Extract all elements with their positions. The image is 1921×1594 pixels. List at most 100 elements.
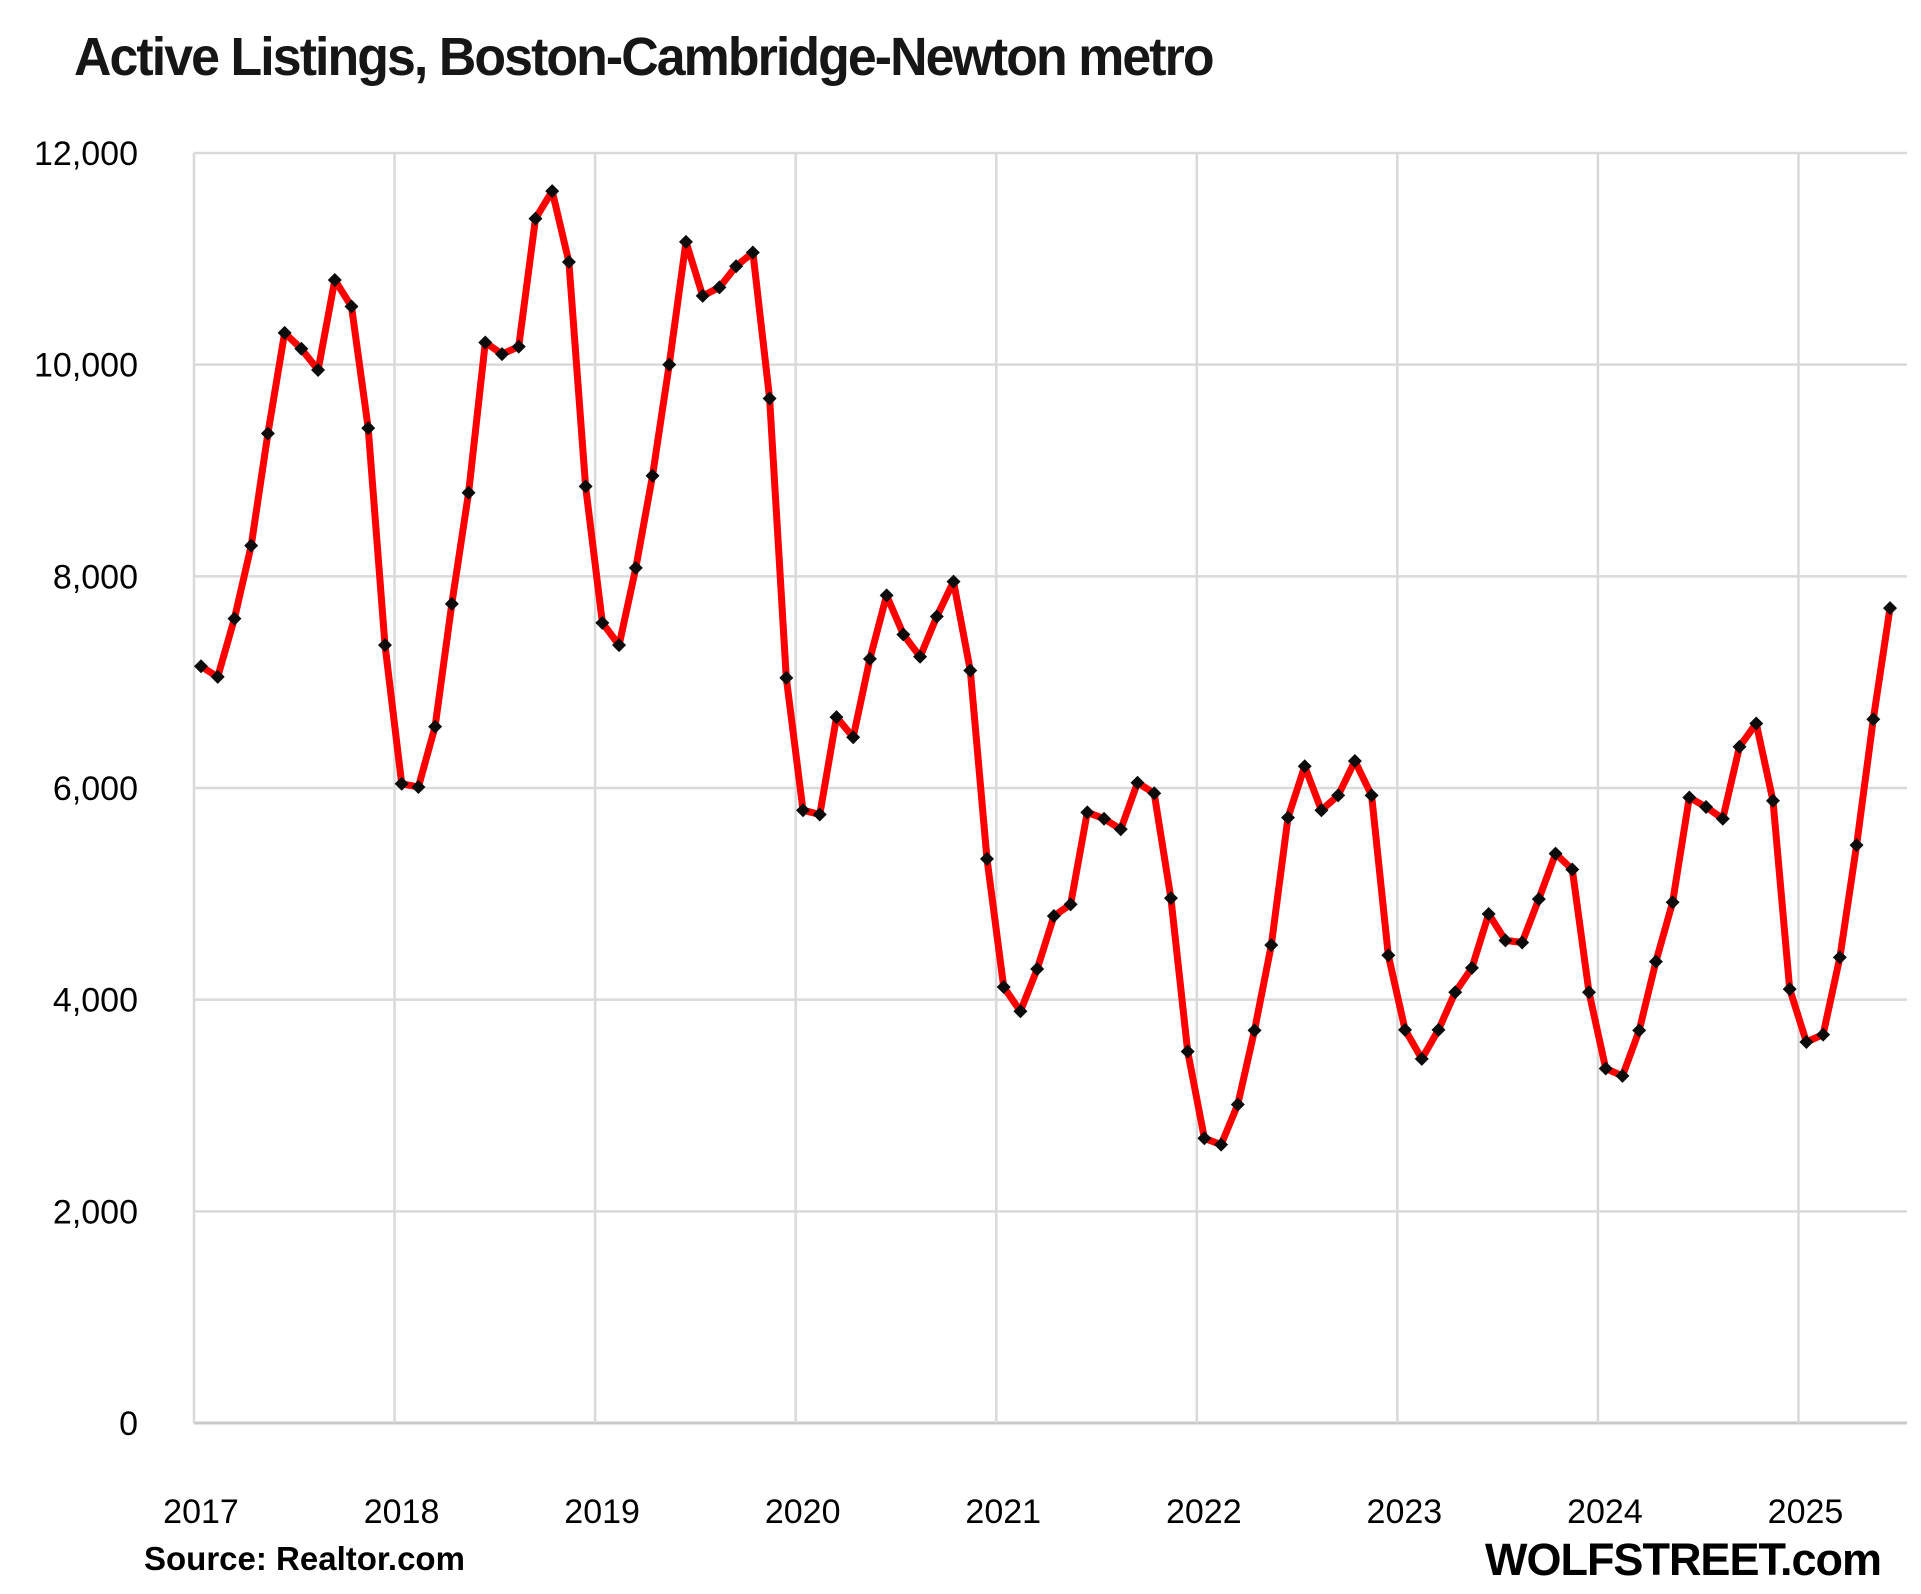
data-point-marker — [511, 339, 526, 354]
data-point-marker — [411, 779, 426, 794]
wolfstreet-watermark: WOLFSTREET.com — [1484, 1534, 1882, 1585]
data-point-marker — [561, 255, 576, 270]
data-point-marker — [361, 421, 376, 436]
y-axis-tick-label: 0 — [119, 1405, 138, 1443]
data-point-marker — [1331, 788, 1346, 803]
data-point-marker — [1314, 803, 1329, 818]
data-point-marker — [946, 574, 961, 589]
data-point-marker — [1531, 892, 1546, 907]
data-point-marker — [1013, 1004, 1028, 1019]
data-point-marker — [1364, 788, 1379, 803]
data-point-marker — [1598, 1061, 1613, 1076]
data-point-marker — [779, 670, 794, 685]
data-point-marker — [595, 615, 610, 630]
data-point-marker — [729, 259, 744, 274]
data-point-marker — [1130, 775, 1145, 790]
data-point-marker — [1030, 961, 1045, 976]
data-point-marker — [1180, 1044, 1195, 1059]
y-axis-tick-label: 8,000 — [53, 558, 138, 596]
data-point-marker — [762, 391, 777, 406]
x-axis-tick-label: 2018 — [364, 1493, 440, 1531]
data-point-marker — [1398, 1022, 1413, 1037]
data-point-marker — [1665, 895, 1680, 910]
data-point-marker — [1565, 862, 1580, 877]
data-point-marker — [1699, 800, 1714, 815]
data-point-marker — [444, 596, 459, 611]
data-point-marker — [1080, 805, 1095, 820]
source-note: Source: Realtor.com — [144, 1540, 465, 1577]
data-point-marker — [1498, 933, 1513, 948]
data-point-marker — [996, 979, 1011, 994]
data-point-marker — [1799, 1035, 1814, 1049]
data-point-marker — [829, 710, 844, 725]
data-point-marker — [612, 638, 627, 653]
data-point-marker — [394, 776, 409, 791]
data-point-marker — [1414, 1051, 1429, 1066]
x-axis-tick-label: 2024 — [1567, 1493, 1643, 1531]
data-point-marker — [1765, 793, 1780, 808]
y-axis-tick-label: 2,000 — [53, 1193, 138, 1231]
data-point-marker — [1548, 846, 1563, 861]
data-point-marker — [1481, 906, 1496, 921]
data-point-marker — [796, 803, 811, 818]
data-point-marker — [979, 851, 994, 866]
data-point-marker — [963, 663, 978, 678]
data-point-marker — [913, 649, 928, 664]
data-point-marker — [1197, 1131, 1212, 1146]
data-point-marker — [311, 362, 326, 377]
data-point-marker — [695, 288, 710, 303]
data-point-marker — [1297, 759, 1312, 774]
data-point-marker — [1464, 960, 1479, 975]
data-point-marker — [1347, 754, 1362, 769]
x-axis-tick-label: 2019 — [564, 1493, 640, 1531]
data-point-marker — [628, 560, 643, 575]
data-point-marker — [478, 335, 493, 350]
data-point-marker — [1247, 1023, 1262, 1038]
data-point-marker — [1147, 786, 1162, 801]
data-point-marker — [578, 479, 593, 494]
data-point-marker — [294, 341, 309, 356]
data-point-marker — [1849, 838, 1864, 853]
data-point-marker — [1749, 716, 1764, 731]
data-point-marker — [461, 485, 476, 500]
data-point-marker — [1816, 1027, 1831, 1042]
data-point-marker — [1883, 601, 1898, 616]
y-axis-tick-label: 10,000 — [34, 347, 138, 385]
data-point-marker — [662, 357, 677, 372]
data-point-marker — [1782, 982, 1797, 997]
active-listings-line — [197, 187, 1894, 1149]
data-point-marker — [377, 638, 392, 653]
data-point-marker — [745, 245, 760, 260]
data-point-marker — [846, 730, 861, 745]
x-axis-tick-label: 2017 — [163, 1493, 239, 1531]
x-axis-tick-label: 2022 — [1166, 1493, 1242, 1531]
data-point-marker — [1264, 938, 1279, 953]
data-point-marker — [545, 184, 560, 199]
x-axis-tick-label: 2021 — [965, 1493, 1041, 1531]
data-point-marker — [1648, 954, 1663, 969]
data-point-marker — [244, 538, 259, 553]
y-axis-tick-label: 6,000 — [53, 770, 138, 808]
x-axis-tick-label: 2023 — [1367, 1493, 1443, 1531]
data-point-marker — [1097, 811, 1112, 826]
data-point-marker — [896, 627, 911, 642]
data-point-marker — [277, 325, 292, 340]
data-point-marker — [1515, 935, 1530, 950]
data-point-marker — [1113, 822, 1128, 837]
data-point-marker — [862, 651, 877, 666]
data-point-marker — [645, 468, 660, 483]
data-point-marker — [1632, 1023, 1647, 1038]
data-point-marker — [1615, 1068, 1630, 1083]
data-point-marker — [210, 669, 225, 684]
data-point-marker — [1214, 1137, 1229, 1152]
data-point-marker — [1163, 891, 1178, 906]
x-axis-tick-label: 2025 — [1768, 1493, 1844, 1531]
y-axis-tick-label: 12,000 — [34, 135, 138, 173]
data-point-marker — [1866, 712, 1881, 727]
data-point-marker — [712, 280, 727, 295]
data-point-marker — [1732, 739, 1747, 754]
data-point-marker — [327, 273, 342, 287]
x-axis-tick-label: 2020 — [765, 1493, 841, 1531]
data-point-marker — [194, 659, 208, 674]
